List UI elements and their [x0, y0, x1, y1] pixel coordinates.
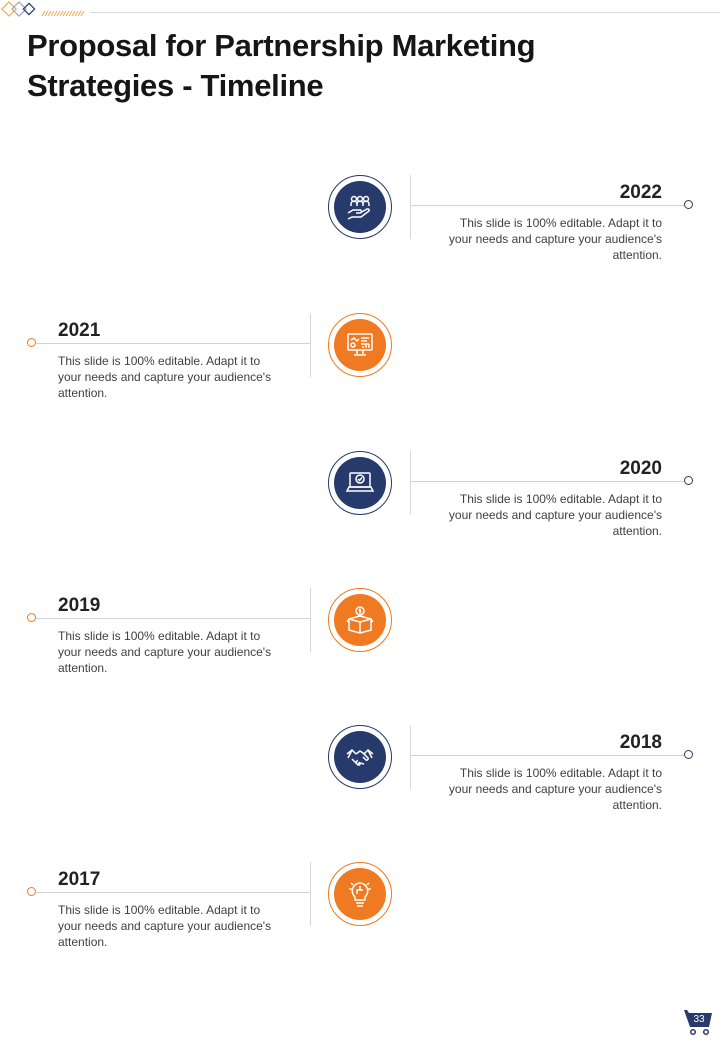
analytics-monitor-icon	[334, 319, 386, 371]
divider-line	[310, 313, 311, 377]
divider-line	[310, 862, 311, 926]
description: This slide is 100% editable. Adapt it to…	[448, 492, 662, 538]
description: This slide is 100% editable. Adapt it to…	[58, 629, 272, 675]
description: This slide is 100% editable. Adapt it to…	[58, 354, 272, 400]
connector-line	[411, 755, 684, 756]
divider-line	[310, 588, 311, 652]
timeline-dot	[684, 750, 693, 759]
year-label: 2018	[619, 732, 662, 753]
timeline-dot	[27, 613, 36, 622]
description: This slide is 100% editable. Adapt it to…	[448, 216, 662, 262]
lightbulb-puzzle-icon	[334, 868, 386, 920]
connector-line	[411, 205, 684, 206]
page-title: Proposal for Partnership Marketing Strat…	[27, 28, 536, 103]
year-label: 2020	[619, 458, 662, 479]
header-decoration	[1, 1, 85, 17]
connector-line	[411, 481, 684, 482]
timeline-item-2018: 2018 This slide is 100% editable. Adapt …	[0, 725, 720, 835]
connector-line	[36, 343, 310, 344]
timeline-item-2021: 2021 This slide is 100% editable. Adapt …	[0, 313, 720, 423]
icon-ring	[328, 451, 392, 515]
connector-line	[36, 618, 310, 619]
year-label: 2019	[58, 595, 101, 616]
connector-line	[36, 892, 310, 893]
icon-ring	[328, 725, 392, 789]
icon-ring	[328, 588, 392, 652]
year-label: 2021	[58, 320, 101, 341]
timeline-dot	[684, 476, 693, 485]
timeline-dot	[27, 338, 36, 347]
timeline-item-2017: 2017 This slide is 100% editable. Adapt …	[0, 862, 720, 972]
timeline-dot	[684, 200, 693, 209]
handshake-icon	[334, 731, 386, 783]
icon-ring	[328, 313, 392, 377]
icon-ring	[328, 862, 392, 926]
description: This slide is 100% editable. Adapt it to…	[448, 766, 662, 812]
year-label: 2022	[619, 182, 662, 203]
laptop-shield-icon	[334, 457, 386, 509]
money-box-icon	[334, 594, 386, 646]
cart-icon	[684, 1010, 712, 1036]
divider-line	[410, 451, 411, 515]
hand-holding-people-icon	[334, 181, 386, 233]
page-number-badge: 33	[683, 1008, 713, 1036]
header-rule	[90, 12, 720, 13]
year-label: 2017	[58, 869, 101, 890]
timeline-item-2019: 2019 This slide is 100% editable. Adapt …	[0, 588, 720, 698]
divider-line	[410, 725, 411, 789]
description: This slide is 100% editable. Adapt it to…	[58, 903, 272, 949]
divider-line	[410, 175, 411, 239]
page-number: 33	[693, 1014, 705, 1025]
timeline-item-2020: 2020 This slide is 100% editable. Adapt …	[0, 451, 720, 561]
timeline-dot	[27, 887, 36, 896]
timeline-item-2022: 2022 This slide is 100% editable. Adapt …	[0, 175, 720, 285]
icon-ring	[328, 175, 392, 239]
